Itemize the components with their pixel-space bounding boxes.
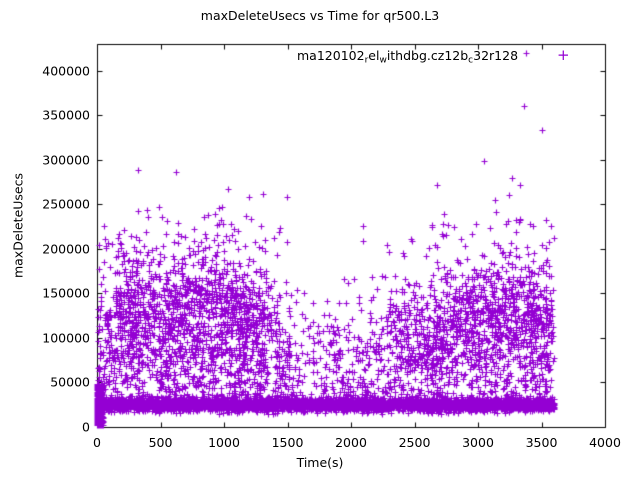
x-tick-label: 2500 (398, 435, 431, 450)
y-tick-label: 300000 (42, 152, 90, 168)
x-tick-label: 0 (93, 435, 101, 450)
x-tick-label: 1500 (271, 435, 304, 450)
legend-series-label: ma120102relwithdbg.cz12bc32r128 (297, 48, 519, 66)
legend-marker-icon: + (557, 46, 570, 64)
y-tick-label: 400000 (42, 63, 90, 79)
y-tick-label: 350000 (42, 107, 90, 123)
x-tick-label: 500 (148, 435, 173, 450)
y-axis-title: maxDeleteUsecs (10, 172, 26, 279)
y-tick-label: 100000 (42, 330, 90, 346)
x-tick-label: 2000 (335, 435, 367, 450)
y-tick-label: 200000 (42, 241, 90, 257)
x-tick-label: 4000 (589, 435, 621, 450)
y-tick-label: 50000 (50, 374, 90, 390)
y-tick-label: 150000 (42, 285, 90, 301)
x-axis-title: Time(s) (296, 455, 344, 470)
y-tick-label: 0 (82, 419, 90, 435)
x-tick-label: 3000 (462, 435, 494, 450)
y-tick-label: 250000 (42, 196, 90, 212)
x-tick-label: 1000 (208, 435, 240, 450)
x-tick-label: 3500 (525, 435, 558, 450)
